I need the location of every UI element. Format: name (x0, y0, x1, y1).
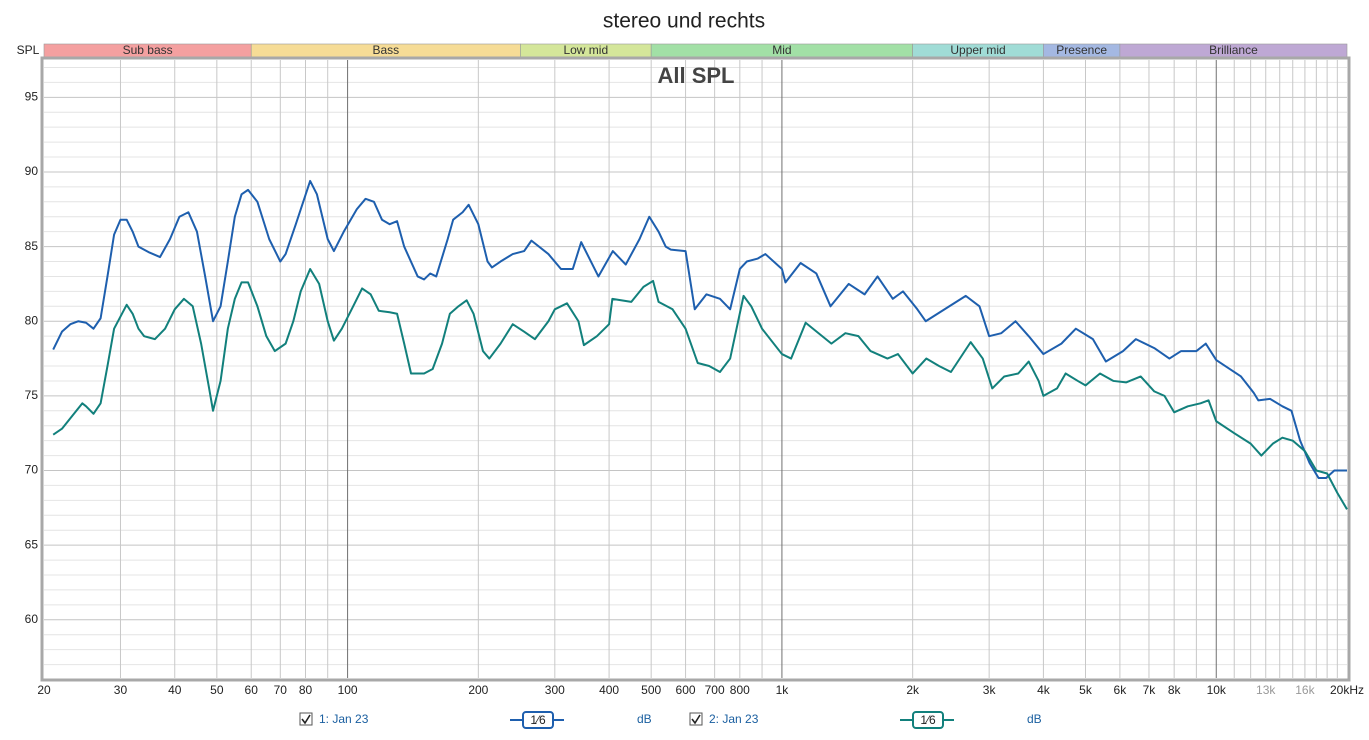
x-tick-label: 60 (245, 683, 259, 697)
series-line (52, 267, 1348, 510)
x-tick-label: 8k (1168, 683, 1182, 697)
x-tick-label: 200 (468, 683, 488, 697)
x-tick-label: 50 (210, 683, 224, 697)
x-tick-label: 70 (274, 683, 288, 697)
x-tick-label: 600 (676, 683, 696, 697)
x-tick-label: 400 (599, 683, 619, 697)
chart-title: stereo und rechts (603, 10, 765, 33)
y-tick-label: 75 (25, 388, 39, 402)
smoothing-button[interactable] (522, 711, 554, 729)
x-tick-label: 30 (114, 683, 128, 697)
y-tick-label: 60 (25, 612, 39, 626)
band-label: Mid (772, 43, 791, 57)
x-tick-label: 10k (1207, 683, 1227, 697)
smoothing-label: 1⁄6 (920, 713, 936, 727)
x-tick-label: 6k (1114, 683, 1128, 697)
plot-title: All SPL (657, 63, 734, 88)
x-tick-label: 1k (776, 683, 790, 697)
checkmark (301, 714, 311, 725)
y-tick-label: 70 (25, 463, 39, 477)
y-tick-label: 65 (25, 537, 39, 551)
unit-label: dB (637, 712, 652, 726)
band-bar: Sub bass Bass Low mid Mid Upper mid Presence B… (43, 43, 1348, 58)
y-tick-label: 90 (25, 164, 39, 178)
y-tick-label: 95 (25, 89, 39, 103)
band-label: Brilliance (1209, 43, 1258, 57)
x-tick-label: 20 (37, 683, 51, 697)
x-tick-label: 700 (705, 683, 725, 697)
band-label: Upper mid (950, 43, 1005, 57)
smoothing-label: 1⁄6 (530, 713, 546, 727)
x-tick-label: 800 (730, 683, 750, 697)
y-tick-label: 80 (25, 313, 39, 327)
x-tick-label: 13k (1256, 683, 1276, 697)
smoothing-button[interactable] (912, 711, 944, 729)
x-tick-label: 500 (641, 683, 661, 697)
checkbox[interactable] (299, 712, 313, 726)
x-tick-label: 4k (1037, 683, 1051, 697)
legend: 1: Jan 23 1⁄6 dB 2: Jan 23 1⁄6 dB (299, 711, 1042, 729)
x-tick-label: 20kHz (1330, 683, 1364, 697)
series-line (52, 179, 1347, 479)
band-label: Bass (372, 43, 399, 57)
x-tick-label: 300 (545, 683, 565, 697)
legend-label: 1: Jan 23 (319, 712, 369, 726)
x-tick-label: 2k (906, 683, 920, 697)
plot-frame (40, 56, 1351, 682)
x-tick-label: 100 (338, 683, 358, 697)
x-tick-label: 5k (1079, 683, 1093, 697)
checkbox[interactable] (689, 712, 703, 726)
band-label: Low mid (563, 43, 608, 57)
legend-label: 2: Jan 23 (709, 712, 759, 726)
grid (44, 60, 1347, 678)
y-tick-label: 85 (25, 239, 39, 253)
x-tick-label: 80 (299, 683, 313, 697)
x-tick-label: 7k (1143, 683, 1157, 697)
checkmark (691, 714, 701, 725)
x-tick-label: 40 (168, 683, 182, 697)
band-label: Presence (1056, 43, 1107, 57)
x-tick-label: 16k (1295, 683, 1315, 697)
x-tick-label: 3k (983, 683, 997, 697)
series-lines (52, 179, 1348, 510)
band-label: Sub bass (123, 43, 173, 57)
y-axis-label: SPL (17, 43, 40, 57)
unit-label: dB (1027, 712, 1042, 726)
